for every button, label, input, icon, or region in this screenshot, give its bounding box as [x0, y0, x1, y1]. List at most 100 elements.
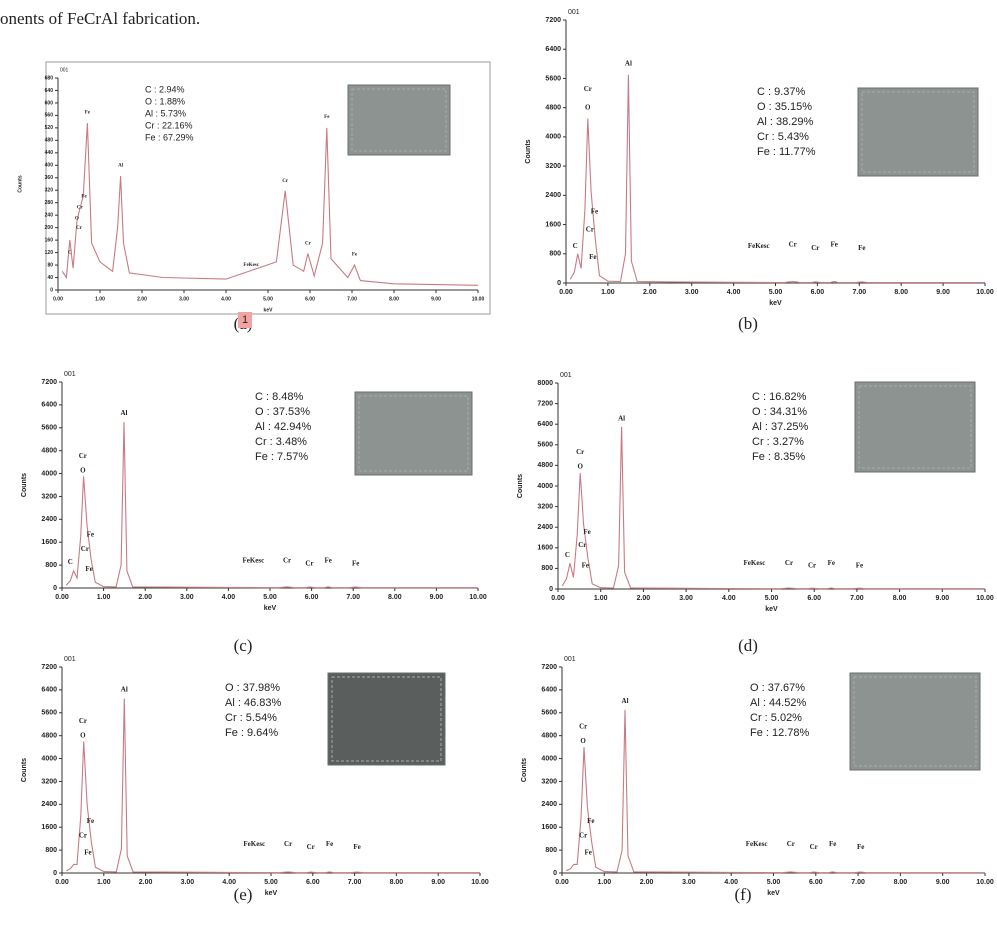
- y-tick-label: 4000: [41, 755, 57, 762]
- y-tick-label: 280: [45, 200, 54, 206]
- x-tick-label: 6.00: [811, 289, 825, 296]
- spectrum-line: [65, 422, 478, 589]
- x-tick-label: 10.00: [976, 289, 994, 296]
- sem-texture: [861, 91, 975, 173]
- y-tick-label: 1600: [41, 539, 57, 546]
- composition-text: Fe : 7.57%: [255, 451, 308, 463]
- y-tick-label: 5600: [41, 710, 57, 717]
- x-tick-label: 1.00: [97, 879, 111, 886]
- peak-label: FeKesc: [744, 559, 766, 567]
- peak-label: Cr: [284, 840, 292, 848]
- peak-label: Fe: [81, 195, 87, 200]
- composition-text: Al : 42.94%: [255, 421, 311, 433]
- y-tick-label: 6400: [41, 402, 57, 409]
- x-tick-label: 0.00: [551, 595, 565, 602]
- peak-label: FeKesc: [243, 263, 259, 268]
- x-tick-label: 6.00: [305, 594, 319, 601]
- peak-label: O: [75, 216, 79, 221]
- x-tick-label: 4.00: [222, 594, 236, 601]
- y-tick-label: 2400: [537, 524, 553, 531]
- peak-label: FeKesc: [748, 242, 770, 250]
- x-tick-label: 7.00: [851, 879, 865, 886]
- x-tick-label: 1.00: [95, 296, 105, 302]
- y-tick-label: 560: [45, 113, 54, 119]
- peak-label: O: [580, 737, 586, 745]
- y-tick-label: 600: [45, 100, 54, 106]
- x-tick-label: 8.00: [894, 289, 908, 296]
- x-tick-label: 3.00: [685, 289, 699, 296]
- y-tick-label: 360: [45, 175, 54, 181]
- composition-text: C : 8.48%: [255, 391, 304, 403]
- sem-texture: [331, 676, 442, 762]
- composition-text: Cr : 22.16%: [145, 120, 193, 130]
- composition-text: Fe : 11.77%: [757, 146, 816, 158]
- composition-text: O : 37.67%: [750, 682, 805, 694]
- peak-label: O: [80, 466, 86, 474]
- y-axis-label: Counts: [21, 758, 28, 782]
- composition-text: C : 2.94%: [145, 84, 185, 94]
- y-tick-label: 2400: [541, 801, 557, 808]
- x-tick-label: 6.00: [807, 595, 821, 602]
- x-tick-label: 7.00: [347, 296, 357, 302]
- peak-label: Fe: [84, 849, 91, 857]
- x-tick-label: 4.00: [722, 595, 736, 602]
- y-tick-label: 640: [45, 88, 54, 94]
- x-tick-label: 5.00: [769, 289, 783, 296]
- y-tick-label: 6400: [541, 687, 557, 694]
- peak-label: Fe: [829, 840, 836, 848]
- peak-label: O: [80, 731, 86, 739]
- spectrum-line: [61, 123, 479, 286]
- composition-text: C : 16.82%: [752, 391, 807, 403]
- y-tick-label: 40: [47, 275, 53, 281]
- y-tick-label: 0: [549, 586, 553, 593]
- x-tick-label: 8.00: [390, 879, 404, 886]
- y-tick-label: 5600: [545, 75, 561, 82]
- peak-label: Fe: [87, 817, 94, 825]
- peak-label: Cr: [77, 206, 84, 211]
- peak-label: Cr: [584, 85, 592, 93]
- sem-texture: [358, 395, 469, 472]
- spectrum-line: [65, 698, 480, 874]
- y-tick-label: 0: [553, 870, 557, 877]
- y-tick-label: 800: [45, 562, 57, 569]
- peak-label: Al: [618, 415, 625, 423]
- x-axis-label: keV: [769, 300, 782, 307]
- x-tick-label: 7.00: [852, 289, 866, 296]
- x-tick-label: 8.00: [893, 595, 907, 602]
- peak-label: Al: [121, 685, 128, 693]
- peak-label: Cr: [576, 448, 584, 456]
- x-tick-label: 10.00: [469, 594, 487, 601]
- x-tick-label: 2.00: [643, 289, 657, 296]
- peak-label: Fe: [858, 244, 865, 252]
- y-tick-label: 7200: [541, 664, 557, 671]
- composition-text: O : 34.31%: [752, 406, 807, 418]
- y-tick-label: 7200: [545, 17, 561, 24]
- peak-label: Cr: [579, 831, 587, 839]
- badge: 1: [242, 314, 248, 326]
- y-tick-label: 8000: [537, 380, 553, 387]
- x-tick-label: 5.00: [765, 595, 779, 602]
- x-tick-label: 2.00: [637, 595, 651, 602]
- y-tick-label: 4000: [541, 755, 557, 762]
- y-tick-label: 3200: [41, 778, 57, 785]
- x-tick-label: 7.00: [346, 594, 360, 601]
- peak-label: Cr: [811, 244, 819, 252]
- x-tick-label: 4.00: [727, 289, 741, 296]
- x-axis-label: keV: [264, 307, 274, 313]
- y-tick-label: 7200: [537, 400, 553, 407]
- peak-label: C: [68, 558, 73, 566]
- composition-text: Cr : 5.02%: [750, 712, 802, 724]
- panel-caption: (d): [738, 636, 758, 655]
- panel: 001 0.00 1.00 2.00 3.00 4.00 5.00 6.00 7.00 8.00 9…: [521, 656, 994, 904]
- x-tick-label: 7.00: [850, 595, 864, 602]
- peak-label: Cr: [578, 541, 586, 549]
- peak-label: Al: [622, 697, 629, 705]
- y-tick-label: 800: [545, 847, 557, 854]
- plot-header: 001: [60, 67, 69, 73]
- sem-image: [347, 84, 451, 156]
- panel-caption: (e): [234, 885, 253, 904]
- x-tick-label: 5.00: [264, 879, 278, 886]
- composition-text: Cr : 5.54%: [225, 712, 277, 724]
- sem-texture: [351, 88, 447, 152]
